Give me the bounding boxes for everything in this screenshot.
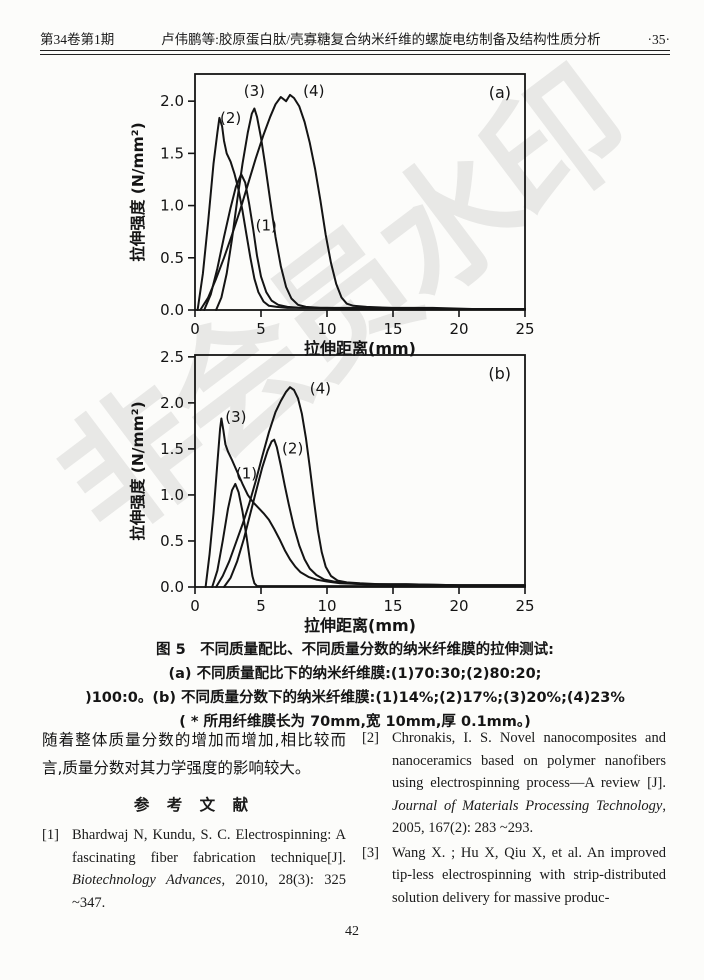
header-double-rule (40, 50, 670, 55)
body-columns: 随着整体质量分数的增加而增加,相比较而言,质量分数对其力学强度的影响较大。 参 … (42, 727, 666, 916)
x-tick-label: 0 (190, 320, 200, 338)
header-page-number: ·35· (647, 32, 671, 47)
curve-3 (204, 417, 526, 588)
panel-label: (b) (488, 364, 511, 383)
y-tick-label: 1.5 (160, 144, 184, 162)
y-tick-label: 1.0 (160, 197, 184, 215)
plot-frame (194, 73, 526, 311)
y-tick-label: 0.0 (160, 578, 184, 596)
curve-2 (223, 438, 526, 588)
curve-2 (196, 116, 526, 311)
page-header: 第34卷第1期 卢伟鹏等:胶原蛋白肽/壳寡糖复合纳米纤维的螺旋电纺制备及结构性质… (40, 28, 670, 48)
x-tick-label: 10 (317, 320, 336, 338)
references-heading: 参 考 文 献 (133, 796, 255, 814)
y-tick-label: 0.5 (160, 249, 184, 267)
right-column: [2] Chronakis, I. S. Novel nanocomposite… (362, 727, 666, 916)
figure-caption-line-4: ( * 所用纤维膜长为 70mm,宽 10mm,厚 0.1mm。) (179, 714, 531, 730)
reference-index: [1] (42, 827, 59, 843)
curve-label-1: (1) (256, 217, 277, 235)
reference-text: Wang X. ; Hu X, Qiu X, et al. An improve… (392, 842, 666, 910)
left-column: 随着整体质量分数的增加而增加,相比较而言,质量分数对其力学强度的影响较大。 参 … (42, 727, 346, 916)
y-tick-label: 2.0 (160, 92, 184, 110)
reference-text-pre: Bhardwaj N, Kundu, S. C. Electrospinning… (72, 827, 346, 866)
x-tick-label: 20 (449, 320, 468, 338)
footer-page-number: 42 (345, 924, 359, 939)
y-tick-label: 2.5 (160, 348, 184, 366)
reference-index: [3] (362, 844, 379, 861)
reference-text-post: , 2010, 28(3): 325 ~347. (72, 872, 347, 911)
y-tick-label: 2.0 (160, 394, 184, 412)
reference-item-1: [1] Bhardwaj N, Kundu, S. C. Electrospin… (42, 824, 346, 914)
figure-caption-line-3: )100:0。(b) 不同质量分数下的纳米纤维膜:(1)14%;(2)17%;(… (85, 690, 625, 706)
x-tick-label: 25 (515, 320, 534, 338)
curve-1 (203, 173, 526, 311)
y-tick-label: 1.0 (160, 486, 184, 504)
page-footer: 42 (0, 924, 704, 940)
figure-caption-line-1: 图 5 不同质量配比、不同质量分数的纳米纤维膜的拉伸测试: (156, 642, 554, 658)
tensile-chart-a: 0.0 0.5 1.0 1.5 2.0 0 5 10 15 20 25 拉伸距离(mm) 拉伸强度 (N… (128, 73, 535, 358)
reference-index: [2] (362, 730, 379, 746)
reference-text-pre: Wang X. ; Hu X, Qiu X, et al. An improve… (392, 844, 666, 906)
curve-label-2: (2) (282, 440, 303, 458)
y-axis-label: 拉伸强度 (N/mm²) (128, 401, 147, 540)
panel-label: (a) (489, 83, 511, 102)
reference-journal-name: Journal of Materials Processing Technolo… (392, 797, 663, 814)
x-tick-label: 15 (383, 597, 402, 615)
x-tick-label: 10 (317, 597, 336, 615)
figure-caption-line-2: (a) 不同质量配比下的纳米纤维膜:(1)70:30;(2)80:20; (168, 666, 542, 682)
curve-4 (215, 386, 526, 588)
curve-label-3: (3) (244, 82, 265, 100)
x-axis-label: 拉伸距离(mm) (304, 616, 416, 635)
x-tick-label: 5 (256, 597, 266, 615)
x-tick-label: 15 (383, 320, 402, 338)
reference-journal-name: Biotechnology Advances (72, 872, 222, 888)
y-axis-label: 拉伸强度 (N/mm²) (128, 122, 147, 261)
header-issue: 第34卷第1期 (40, 32, 115, 47)
reference-item-2: [2] Chronakis, I. S. Novel nanocomposite… (362, 727, 666, 840)
reference-text: Bhardwaj N, Kundu, S. C. Electrospinning… (72, 824, 346, 914)
curve-label-3: (3) (225, 408, 246, 426)
y-tick-label: 0.5 (160, 532, 184, 550)
x-tick-label: 5 (256, 320, 266, 338)
curve-label-4: (4) (310, 380, 331, 398)
x-tick-label: 25 (515, 597, 534, 615)
curve-1 (211, 482, 526, 588)
y-tick-label: 0.0 (160, 301, 184, 319)
curve-4 (199, 93, 526, 311)
curve-label-1: (1) (236, 464, 257, 482)
curve-label-2: (2) (220, 109, 241, 127)
y-tick-label: 1.5 (160, 440, 184, 458)
curve-3 (215, 107, 526, 311)
curve-label-4: (4) (303, 82, 324, 100)
x-axis-label: 拉伸距离(mm) (304, 339, 416, 358)
reference-text-pre: Chronakis, I. S. Novel nanocomposites an… (392, 730, 666, 791)
x-tick-label: 0 (190, 597, 200, 615)
reference-text: Chronakis, I. S. Novel nanocomposites an… (392, 727, 666, 840)
reference-item-3: [3] Wang X. ; Hu X, Qiu X, et al. An imp… (362, 842, 666, 910)
figure-caption: 图 5 不同质量配比、不同质量分数的纳米纤维膜的拉伸测试: (a) 不同质量配比… (40, 638, 670, 734)
header-running-title: 卢伟鹏等:胶原蛋白肽/壳寡糖复合纳米纤维的螺旋电纺制备及结构性质分析 (161, 32, 601, 47)
tensile-chart-b: 0.0 0.5 1.0 1.5 2.0 2.5 0 5 10 15 20 25 拉伸距离(mm) 拉伸强度… (128, 348, 535, 635)
x-tick-label: 20 (449, 597, 468, 615)
body-paragraph: 随着整体质量分数的增加而增加,相比较而言,质量分数对其力学强度的影响较大。 (42, 731, 346, 777)
reference-text-post: , 2005, 167(2): 283 ~293. (392, 797, 666, 837)
